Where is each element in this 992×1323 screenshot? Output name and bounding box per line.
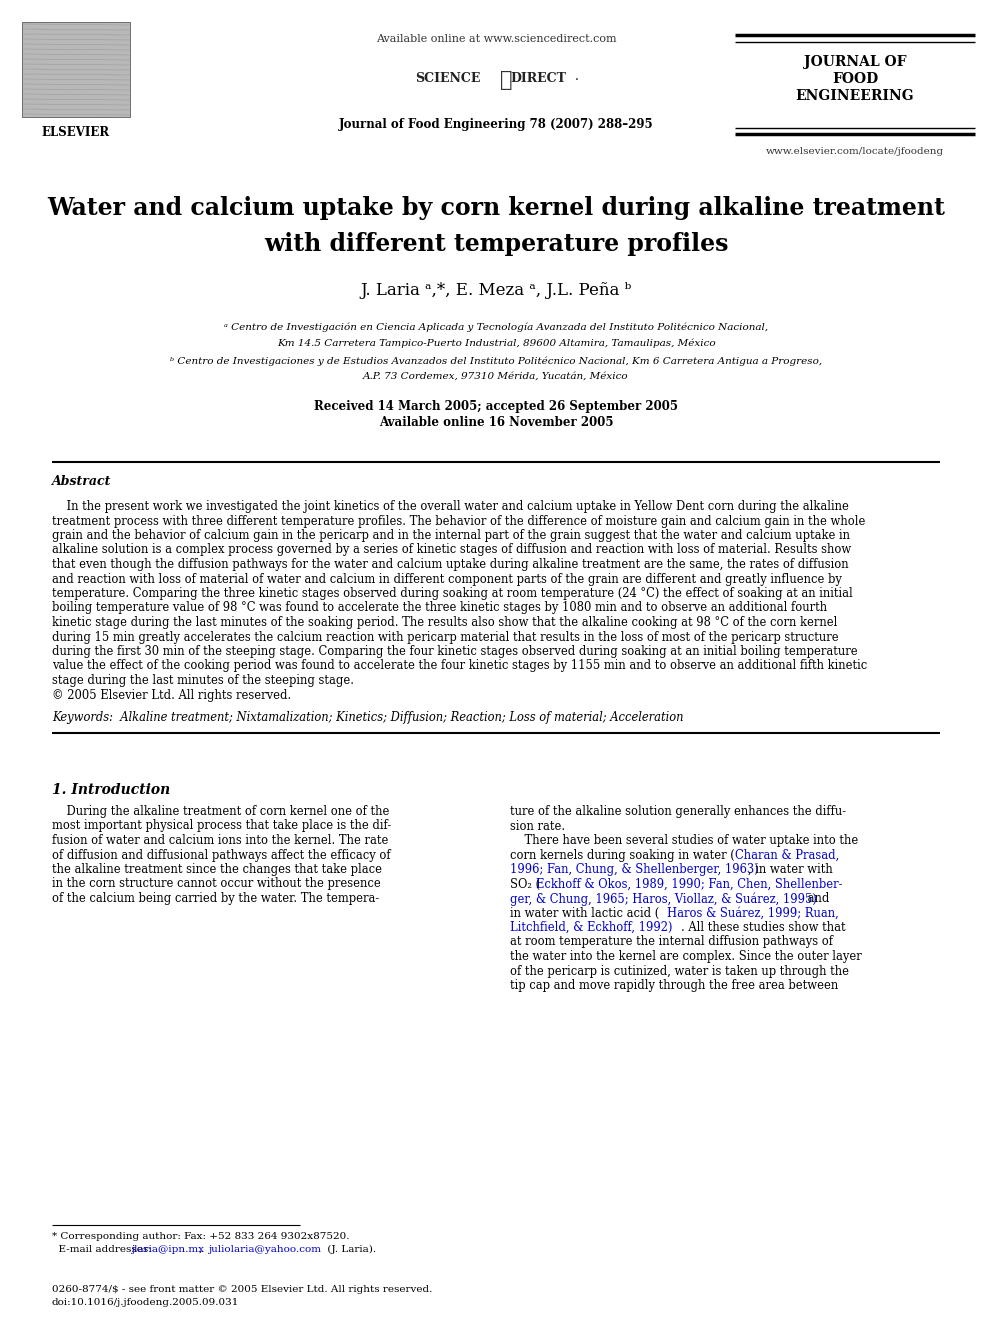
Text: Keywords:  Alkaline treatment; Nixtamalization; Kinetics; Diffusion; Reaction; L: Keywords: Alkaline treatment; Nixtamaliz… [52,710,683,724]
Text: During the alkaline treatment of corn kernel one of the: During the alkaline treatment of corn ke… [52,804,390,818]
Text: stage during the last minutes of the steeping stage.: stage during the last minutes of the ste… [52,673,354,687]
Text: boiling temperature value of 98 °C was found to accelerate the three kinetic sta: boiling temperature value of 98 °C was f… [52,602,827,614]
Text: Haros & Suárez, 1999; Ruan,: Haros & Suárez, 1999; Ruan, [667,906,839,919]
Text: ger, & Chung, 1965; Haros, Viollaz, & Suárez, 1995): ger, & Chung, 1965; Haros, Viollaz, & Su… [510,892,816,905]
Text: Available online at www.sciencedirect.com: Available online at www.sciencedirect.co… [376,34,616,44]
Text: ᵇ Centro de Investigaciones y de Estudios Avanzados del Instituto Politécnico Na: ᵇ Centro de Investigaciones y de Estudio… [170,356,822,365]
Text: FOOD: FOOD [832,71,878,86]
Text: jlaria@ipn.mx: jlaria@ipn.mx [131,1245,204,1254]
Text: of the pericarp is cutinized, water is taken up through the: of the pericarp is cutinized, water is t… [510,964,849,978]
Text: Available online 16 November 2005: Available online 16 November 2005 [379,415,613,429]
Text: alkaline solution is a complex process governed by a series of kinetic stages of: alkaline solution is a complex process g… [52,544,851,557]
Text: SO₂ (: SO₂ ( [510,877,540,890]
Text: value the effect of the cooking period was found to accelerate the four kinetic : value the effect of the cooking period w… [52,659,867,672]
Text: ·: · [575,74,579,87]
Text: treatment process with three different temperature profiles. The behavior of the: treatment process with three different t… [52,515,865,528]
Text: corn kernels during soaking in water (: corn kernels during soaking in water ( [510,848,735,861]
Bar [22,22,130,116]
Text: 1. Introduction: 1. Introduction [52,783,171,796]
Text: sion rate.: sion rate. [510,819,565,832]
Text: in water with lactic acid (: in water with lactic acid ( [510,906,660,919]
Text: that even though the diffusion pathways for the water and calcium uptake during : that even though the diffusion pathways … [52,558,848,572]
Text: ᵃ Centro de Investigación en Ciencia Aplicada y Tecnología Avanzada del Institut: ᵃ Centro de Investigación en Ciencia Apl… [224,321,768,332]
Text: , in water with: , in water with [748,863,832,876]
Text: Abstract: Abstract [52,475,111,488]
Text: with different temperature profiles: with different temperature profiles [264,232,728,255]
Text: (J. Laria).: (J. Laria). [324,1245,376,1254]
Text: temperature. Comparing the three kinetic stages observed during soaking at room : temperature. Comparing the three kinetic… [52,587,853,601]
Text: during the first 30 min of the steeping stage. Comparing the four kinetic stages: during the first 30 min of the steeping … [52,646,858,658]
Text: * Corresponding author: Fax: +52 833 264 9302x87520.: * Corresponding author: Fax: +52 833 264… [52,1232,349,1241]
Text: ENGINEERING: ENGINEERING [796,89,915,103]
Text: SCIENCE: SCIENCE [415,71,480,85]
Text: Litchfield, & Eckhoff, 1992): Litchfield, & Eckhoff, 1992) [510,921,673,934]
Text: In the present work we investigated the joint kinetics of the overall water and : In the present work we investigated the … [52,500,849,513]
Text: most important physical process that take place is the dif-: most important physical process that tak… [52,819,391,832]
Text: fusion of water and calcium ions into the kernel. The rate: fusion of water and calcium ions into th… [52,833,389,847]
Text: DIRECT: DIRECT [510,71,565,85]
Text: of diffusion and diffusional pathways affect the efficacy of: of diffusion and diffusional pathways af… [52,848,391,861]
Text: J. Laria ᵃ,*, E. Meza ᵃ, J.L. Peña ᵇ: J. Laria ᵃ,*, E. Meza ᵃ, J.L. Peña ᵇ [360,282,632,299]
Text: www.elsevier.com/locate/jfoodeng: www.elsevier.com/locate/jfoodeng [766,147,944,156]
Text: kinetic stage during the last minutes of the soaking period. The results also sh: kinetic stage during the last minutes of… [52,617,837,628]
Text: the water into the kernel are complex. Since the outer layer: the water into the kernel are complex. S… [510,950,862,963]
Text: and reaction with loss of material of water and calcium in different component p: and reaction with loss of material of wa… [52,573,842,586]
Text: ELSEVIER: ELSEVIER [42,126,110,139]
Text: Water and calcium uptake by corn kernel during alkaline treatment: Water and calcium uptake by corn kernel … [47,196,945,220]
Text: juliolaria@yahoo.com: juliolaria@yahoo.com [208,1245,321,1254]
Text: E-mail addresses:: E-mail addresses: [52,1245,155,1254]
Text: ⓓ: ⓓ [500,70,512,90]
Text: tip cap and move rapidly through the free area between: tip cap and move rapidly through the fre… [510,979,838,992]
Text: ,: , [199,1245,205,1254]
Text: 1996; Fan, Chung, & Shellenberger, 1963): 1996; Fan, Chung, & Shellenberger, 1963) [510,863,759,876]
Text: doi:10.1016/j.jfoodeng.2005.09.031: doi:10.1016/j.jfoodeng.2005.09.031 [52,1298,239,1307]
Text: grain and the behavior of calcium gain in the pericarp and in the internal part : grain and the behavior of calcium gain i… [52,529,850,542]
Text: and: and [804,892,829,905]
Text: . All these studies show that: . All these studies show that [681,921,845,934]
Text: © 2005 Elsevier Ltd. All rights reserved.: © 2005 Elsevier Ltd. All rights reserved… [52,688,292,701]
Text: in the corn structure cannot occur without the presence: in the corn structure cannot occur witho… [52,877,381,890]
Text: A.P. 73 Cordemex, 97310 Mérida, Yucatán, México: A.P. 73 Cordemex, 97310 Mérida, Yucatán,… [363,372,629,381]
Text: 0260-8774/$ - see front matter © 2005 Elsevier Ltd. All rights reserved.: 0260-8774/$ - see front matter © 2005 El… [52,1285,433,1294]
Text: ture of the alkaline solution generally enhances the diffu-: ture of the alkaline solution generally … [510,804,846,818]
Text: at room temperature the internal diffusion pathways of: at room temperature the internal diffusi… [510,935,833,949]
Text: the alkaline treatment since the changes that take place: the alkaline treatment since the changes… [52,863,382,876]
Text: Journal of Food Engineering 78 (2007) 288–295: Journal of Food Engineering 78 (2007) 28… [338,118,654,131]
Text: JOURNAL OF: JOURNAL OF [804,56,907,69]
Text: Km 14.5 Carretera Tampico-Puerto Industrial, 89600 Altamira, Tamaulipas, México: Km 14.5 Carretera Tampico-Puerto Industr… [277,337,715,348]
Text: Eckhoff & Okos, 1989, 1990; Fan, Chen, Shellenber-: Eckhoff & Okos, 1989, 1990; Fan, Chen, S… [536,877,842,890]
Text: There have been several studies of water uptake into the: There have been several studies of water… [510,833,858,847]
Text: Charan & Prasad,: Charan & Prasad, [735,848,839,861]
Text: Received 14 March 2005; accepted 26 September 2005: Received 14 March 2005; accepted 26 Sept… [314,400,678,413]
Text: during 15 min greatly accelerates the calcium reaction with pericarp material th: during 15 min greatly accelerates the ca… [52,631,838,643]
Text: of the calcium being carried by the water. The tempera-: of the calcium being carried by the wate… [52,892,379,905]
